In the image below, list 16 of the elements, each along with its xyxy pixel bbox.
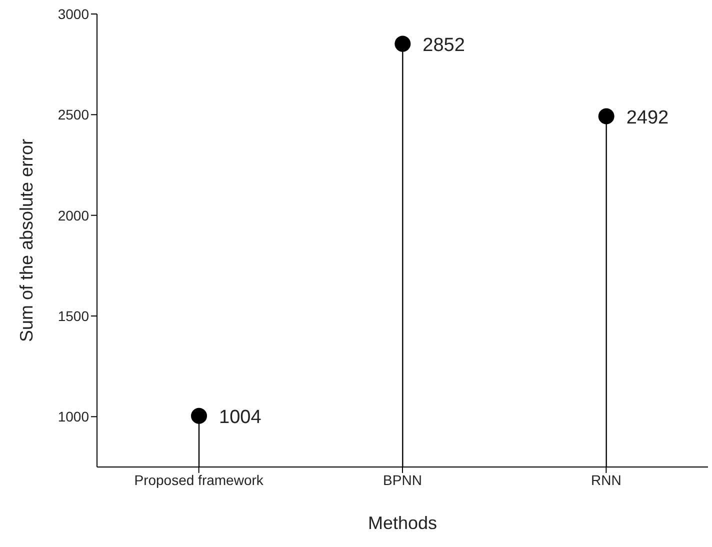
data-label: 2852 — [422, 34, 465, 56]
x-tick-label: RNN — [590, 472, 622, 488]
y-tick-label: 2500 — [58, 106, 90, 123]
y-axis-title: Sum of the absolute error — [16, 138, 36, 342]
data-label: 2492 — [626, 107, 669, 128]
x-tick-label: BPNN — [383, 472, 422, 488]
point — [394, 36, 411, 52]
x-axis-title: Methods — [368, 513, 438, 533]
y-tick-label: 1500 — [58, 308, 90, 324]
y-tick-label: 3000 — [58, 6, 90, 22]
point — [191, 408, 207, 424]
point — [598, 108, 614, 124]
y-tick-label: 2000 — [58, 207, 90, 224]
y-tick-label: 1000 — [58, 408, 90, 425]
x-tick-label: Proposed framework — [134, 472, 264, 488]
data-label: 1004 — [219, 406, 262, 428]
